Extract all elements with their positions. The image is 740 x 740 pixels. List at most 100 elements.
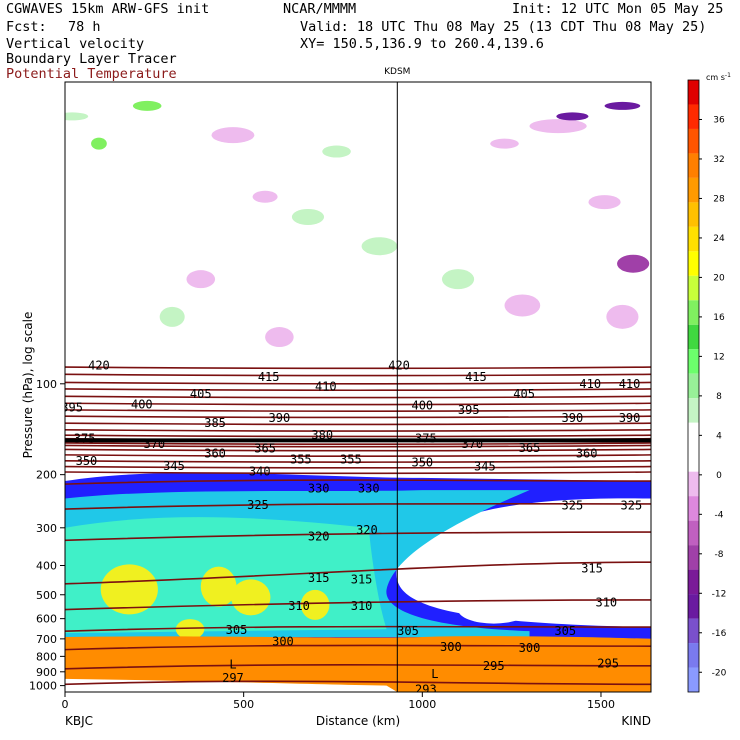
isentrope-line [65, 448, 651, 452]
isentrope-label: 340 [249, 464, 271, 478]
isentrope-label: 370 [143, 437, 165, 451]
colorbar-swatch [688, 667, 699, 692]
velocity-pocket [504, 294, 541, 317]
isentrope-label: 350 [76, 454, 98, 468]
colorbar-swatch [688, 324, 699, 350]
colorbar-swatch [688, 202, 699, 227]
isentrope-label: 355 [290, 452, 312, 466]
colorbar-swatch [688, 447, 699, 472]
potential-temperature-contours [65, 366, 651, 686]
tracer-max-pocket [100, 564, 158, 615]
forecast-hour: 78 h [68, 19, 101, 35]
velocity-pocket [211, 127, 255, 144]
isentrope-label: 300 [272, 635, 294, 649]
cross-section-endpoints: XY= 150.5,136.9 to 260.4,139.6 [300, 36, 544, 52]
isentrope-label: 310 [595, 595, 617, 609]
isentrope-label: 375 [74, 432, 96, 446]
isentrope-line [65, 402, 651, 406]
velocity-pocket [91, 137, 107, 150]
right-station-label: KIND [621, 714, 651, 728]
tracer-max-pocket [200, 566, 237, 607]
velocity-pocket [322, 145, 351, 158]
isentrope-label: 297 [222, 671, 244, 685]
isentrope-label: 360 [576, 446, 598, 460]
y-tick-label: 1000 [29, 680, 57, 693]
colorbar-tick-label: 24 [713, 234, 725, 244]
isentrope-line [65, 531, 651, 542]
colorbar-frame [687, 79, 700, 693]
isentrope-label: 320 [356, 523, 378, 537]
isentrope-label: 310 [351, 599, 373, 613]
tracer-max-pocket [300, 589, 330, 620]
colorbar-tick-label: 4 [716, 431, 722, 441]
colorbar-swatch [688, 545, 699, 570]
colorbar-swatch [688, 520, 699, 546]
init-time: Init: 12 UTC Mon 05 May 25 [512, 1, 724, 17]
isentrope-line [65, 395, 651, 399]
velocity-pocket [159, 306, 185, 327]
colorbar-swatch [688, 104, 699, 129]
velocity-pocket [490, 138, 519, 149]
colorbar-tick-label: -4 [715, 510, 724, 520]
y-tick-label: 900 [36, 666, 57, 679]
isentrope-label: 330 [308, 481, 330, 495]
isentrope-label: 365 [519, 441, 541, 455]
colorbar-swatch [688, 398, 699, 423]
marker-station-label: KDSM [384, 67, 410, 77]
isentrope-line [65, 599, 651, 611]
isentrope-label: 345 [163, 459, 185, 473]
y-tick-label: 700 [36, 633, 57, 646]
velocity-pocket [588, 195, 621, 210]
isentrope-line [65, 388, 651, 392]
colorbar-swatch [688, 496, 699, 521]
isentrope-label: 405 [513, 387, 535, 401]
axes: 0 500 1000 15001002003004005006007008009001… [29, 378, 615, 711]
isentrope-label: 300 [519, 641, 541, 655]
isentrope-label: 325 [621, 498, 643, 512]
velocity-pocket [132, 100, 162, 111]
x-tick-label: 1000 [408, 698, 436, 711]
isentrope-label: 300 [440, 640, 462, 654]
isentrope-line [65, 465, 651, 469]
colorbar-swatch [688, 128, 699, 154]
colorbar-swatch [688, 594, 699, 619]
isentrope-label: 390 [269, 411, 291, 425]
isentrope-label: 405 [190, 387, 212, 401]
isentrope-label: 293 [415, 682, 437, 696]
isentrope-label: 325 [562, 498, 584, 512]
x-tick-label: 0 [62, 698, 69, 711]
y-tick-label: 400 [36, 560, 57, 573]
colorbar-tick-label: 16 [713, 313, 725, 323]
isentrope-label: 345 [474, 460, 496, 474]
colorbar-tick-label: 8 [716, 392, 722, 402]
isentrope-label: 315 [308, 571, 330, 585]
velocity-pocket [65, 112, 89, 121]
isentrope-label: 400 [411, 398, 433, 412]
velocity-pocket [265, 327, 294, 348]
isentrope-line [65, 471, 651, 475]
colorbar-tick-label: 36 [713, 115, 725, 125]
isentrope-line [65, 625, 651, 632]
isentrope-label: 305 [226, 623, 248, 637]
velocity-pocket [361, 237, 398, 256]
colorbar-tick-label: 20 [713, 273, 725, 283]
velocity-pocket [441, 269, 475, 290]
isentrope-label: 400 [131, 397, 153, 411]
isentrope-label: 355 [340, 452, 362, 466]
colorbar-swatch [688, 422, 699, 448]
isentrope-label: 310 [288, 599, 310, 613]
isentrope-label: 395 [61, 401, 83, 415]
x-axis-title: Distance (km) [316, 714, 400, 728]
isentrope-line [65, 454, 651, 457]
colorbar-tick-label: -20 [712, 668, 727, 678]
forecast-label: Fcst: [6, 19, 47, 35]
isentrope-label: 305 [554, 624, 576, 638]
isentrope-label: 370 [461, 437, 483, 451]
colorbar: 36 32 28 24 20 16 12 8 4 0 -4 -8 -12 -16 -20 [687, 79, 727, 693]
colorbar-unit: cm s-1 [706, 72, 731, 82]
y-tick-label: 300 [36, 522, 57, 535]
isentrope-label: 395 [458, 403, 480, 417]
velocity-pocket [604, 101, 641, 110]
isentrope-line [65, 415, 651, 419]
isentrope-line [65, 644, 651, 651]
